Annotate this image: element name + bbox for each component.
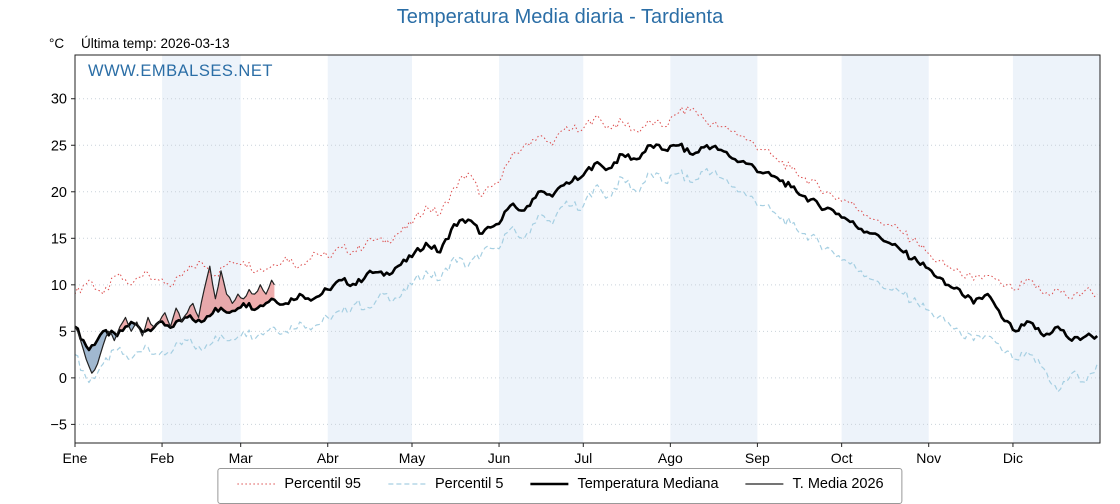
legend-label: Percentil 95 (284, 476, 361, 492)
watermark-text: WWW.EMBALSES.NET (88, 62, 273, 80)
legend-line-sample-temperatura-mediana (530, 482, 569, 486)
legend-label: T. Media 2026 (792, 476, 884, 492)
series-line-t-media-2026 (74, 265, 275, 374)
y-tick-label: 25 (51, 138, 67, 154)
month-label-may: May (399, 450, 425, 466)
legend-label: Percentil 5 (434, 476, 504, 492)
month-label-oct: Oct (831, 450, 853, 466)
series-line-percentil-5 (74, 167, 1098, 393)
legend-item-percentil-95: Percentil 95 (236, 476, 361, 492)
y-tick-label: 30 (51, 92, 67, 108)
y-tick-label: 0 (59, 371, 67, 387)
legend-label: Temperatura Mediana (577, 476, 719, 492)
y-tick-label: −5 (50, 417, 67, 433)
series-line-percentil-95 (74, 106, 1098, 300)
y-tick-label: 10 (51, 278, 67, 294)
month-label-nov: Nov (916, 450, 941, 466)
gridlines (75, 98, 1100, 425)
y-axis-unit-label: °C (49, 36, 65, 51)
month-label-abr: Abr (317, 450, 339, 466)
series-line-temperatura-mediana (74, 142, 1099, 352)
month-label-ago: Ago (658, 450, 683, 466)
y-tick-labels: −5 0 5 10 15 20 25 30 (50, 92, 67, 434)
axis-ticks (71, 98, 1014, 447)
month-label-feb: Feb (150, 450, 174, 466)
month-label-mar: Mar (229, 450, 253, 466)
legend: Percentil 95 Percentil 5 Temperatura Media… (217, 468, 903, 504)
legend-item-percentil-5: Percentil 5 (387, 476, 504, 492)
month-bands (75, 55, 1100, 443)
page-title: Temperatura Media diaria - Tardienta (396, 6, 724, 28)
legend-line-sample-percentil-95 (237, 483, 276, 485)
legend-item-temperatura-mediana: Temperatura Mediana (529, 476, 719, 492)
y-tick-label: 15 (51, 231, 67, 247)
month-label-ene: Ene (63, 450, 88, 466)
month-label-jun: Jun (488, 450, 511, 466)
month-label-dic: Dic (1003, 450, 1023, 466)
month-labels: Ene Feb Mar Abr May Jun Jul Ago Sep Oct Nov Dic (63, 450, 1024, 466)
month-label-sep: Sep (745, 450, 770, 466)
legend-item-t-media-2026: T. Media 2026 (745, 476, 884, 492)
last-temp-label: Última temp: 2026-03-13 (81, 36, 230, 51)
month-label-jul: Jul (574, 450, 592, 466)
y-tick-label: 5 (59, 324, 67, 340)
legend-line-sample-percentil-5 (387, 483, 426, 485)
y-tick-label: 20 (51, 185, 67, 201)
legend-line-sample-t-media-2026 (745, 483, 784, 485)
axis-box (74, 54, 1101, 444)
